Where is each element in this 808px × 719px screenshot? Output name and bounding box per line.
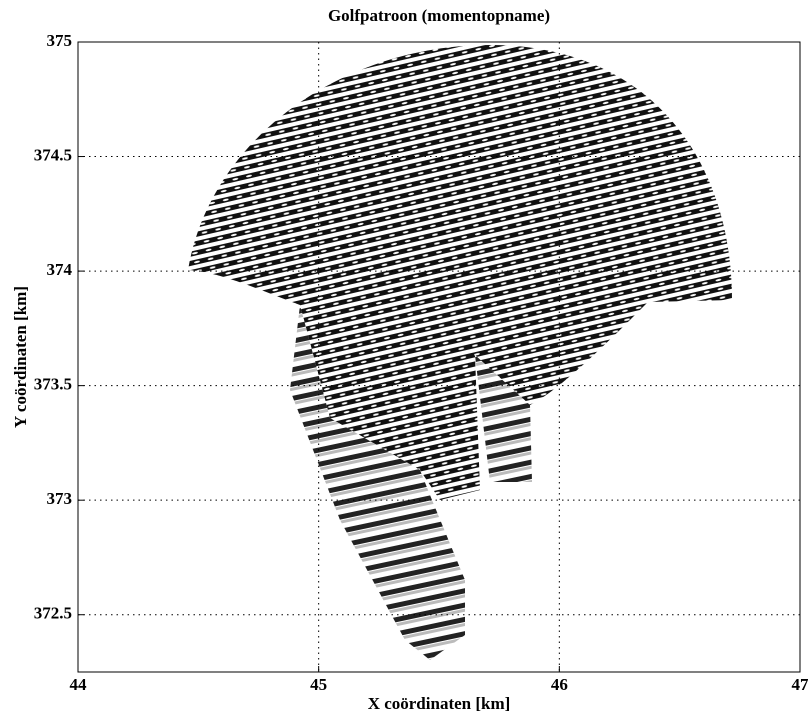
y-tick-label: 374.5: [34, 145, 72, 164]
y-tick-label: 374: [47, 260, 73, 279]
wave-region: [475, 355, 532, 482]
y-axis-label: Y coördinaten [km]: [11, 286, 30, 428]
x-tick-label: 47: [792, 675, 808, 694]
wave-field: [188, 45, 732, 660]
wave-region: [188, 45, 732, 500]
y-tick-label: 373.5: [34, 375, 72, 394]
x-axis-label: X coördinaten [km]: [368, 694, 511, 713]
chart-title: Golfpatroon (momentopname): [328, 6, 550, 25]
x-tick-label: 45: [310, 675, 327, 694]
x-tick-label: 44: [70, 675, 88, 694]
y-tick-label: 375: [47, 31, 73, 50]
wave-region: [290, 305, 465, 660]
y-tick-label: 372.5: [34, 604, 72, 623]
x-tick-label: 46: [551, 675, 568, 694]
y-tick-label: 373: [47, 489, 73, 508]
